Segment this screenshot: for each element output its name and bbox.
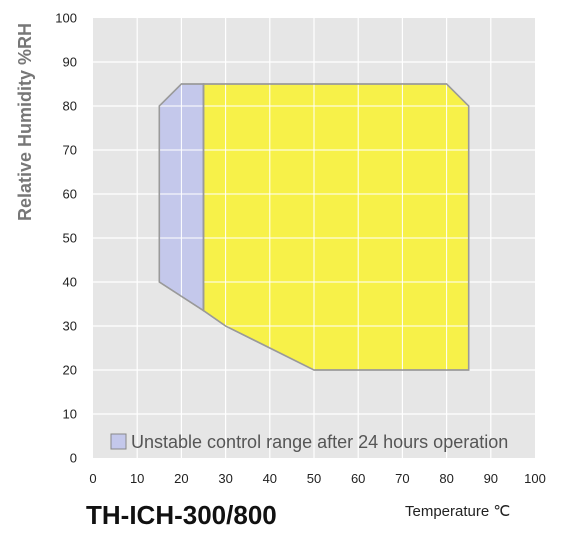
x-tick-label: 40 bbox=[263, 471, 277, 486]
y-tick-label: 70 bbox=[63, 143, 77, 158]
x-tick-label: 10 bbox=[130, 471, 144, 486]
legend-label: Unstable control range after 24 hours op… bbox=[131, 432, 508, 452]
operating-range-region bbox=[202, 83, 470, 371]
y-tick-labels: 0 10 20 30 40 50 60 70 80 90 100 bbox=[55, 11, 77, 466]
x-tick-label: 60 bbox=[351, 471, 365, 486]
x-tick-label: 0 bbox=[89, 471, 96, 486]
x-tick-label: 20 bbox=[174, 471, 188, 486]
y-tick-label: 50 bbox=[63, 231, 77, 246]
x-tick-label: 90 bbox=[484, 471, 498, 486]
y-tick-label: 40 bbox=[63, 275, 77, 290]
x-tick-label: 30 bbox=[218, 471, 232, 486]
chart-title: TH-ICH-300/800 bbox=[86, 500, 277, 530]
x-tick-label: 70 bbox=[395, 471, 409, 486]
x-tick-label: 100 bbox=[524, 471, 546, 486]
operating-range-outline bbox=[202, 83, 470, 371]
y-tick-label: 0 bbox=[70, 451, 77, 466]
y-tick-label: 60 bbox=[63, 187, 77, 202]
x-tick-labels: 0 10 20 30 40 50 60 70 80 90 100 bbox=[89, 471, 545, 486]
y-axis-label: Relative Humidity %RH bbox=[15, 23, 35, 221]
y-tick-label: 20 bbox=[63, 363, 77, 378]
legend: Unstable control range after 24 hours op… bbox=[110, 432, 508, 452]
x-tick-label: 80 bbox=[439, 471, 453, 486]
y-tick-label: 30 bbox=[63, 319, 77, 334]
regions bbox=[158, 83, 470, 371]
y-tick-label: 90 bbox=[63, 55, 77, 70]
y-tick-label: 10 bbox=[63, 407, 77, 422]
y-tick-label: 80 bbox=[63, 99, 77, 114]
x-tick-label: 50 bbox=[307, 471, 321, 486]
x-axis-label: Temperature ℃ bbox=[405, 503, 510, 520]
legend-swatch bbox=[110, 433, 127, 450]
y-tick-label: 100 bbox=[55, 11, 77, 26]
